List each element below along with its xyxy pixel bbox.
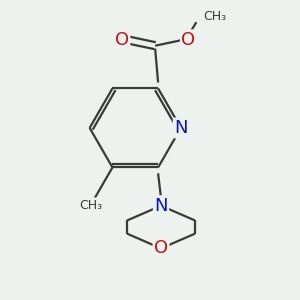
Text: N: N bbox=[174, 119, 188, 137]
Text: O: O bbox=[115, 31, 129, 49]
Text: CH₃: CH₃ bbox=[204, 10, 227, 23]
Text: CH₃: CH₃ bbox=[79, 199, 102, 212]
Text: O: O bbox=[182, 31, 196, 49]
Text: N: N bbox=[154, 197, 168, 215]
Text: O: O bbox=[154, 239, 168, 257]
